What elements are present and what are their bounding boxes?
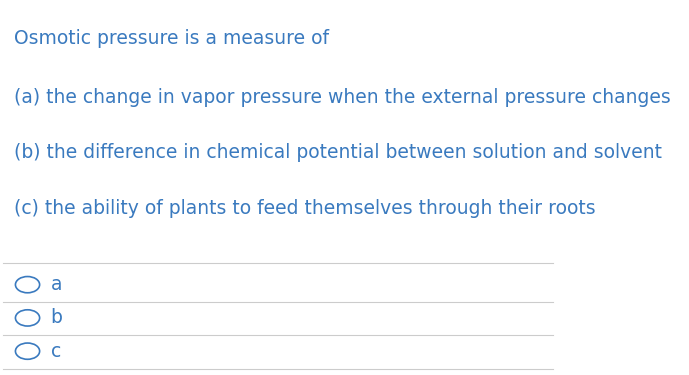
Text: Osmotic pressure is a measure of: Osmotic pressure is a measure of	[14, 28, 329, 48]
Text: c: c	[50, 342, 61, 361]
Text: (b) the difference in chemical potential between solution and solvent: (b) the difference in chemical potential…	[14, 143, 661, 162]
Text: (c) the ability of plants to feed themselves through their roots: (c) the ability of plants to feed themse…	[14, 199, 595, 217]
Text: (a) the change in vapor pressure when the external pressure changes: (a) the change in vapor pressure when th…	[14, 88, 670, 107]
Text: b: b	[50, 308, 63, 327]
Text: a: a	[50, 275, 62, 294]
